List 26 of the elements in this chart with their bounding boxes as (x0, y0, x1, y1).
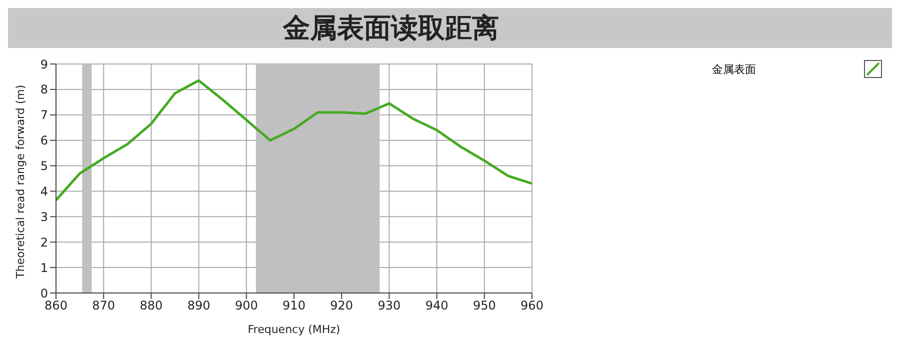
y-tick-label: 8 (40, 82, 48, 97)
y-tick-label: 7 (40, 108, 48, 122)
x-tick-label: 870 (92, 298, 116, 313)
x-tick-label: 860 (44, 298, 68, 313)
x-tick-label: 880 (140, 298, 163, 313)
y-axis-title: Theoretical read range forward (m) (14, 84, 27, 280)
x-tick-label: 930 (378, 298, 401, 313)
y-tick-label: 3 (40, 210, 48, 224)
x-tick-label: 910 (282, 298, 306, 313)
y-tick-label: 9 (40, 57, 48, 72)
y-tick-label: 5 (40, 159, 48, 174)
x-tick-label: 940 (425, 298, 448, 313)
text: 金属表面 (712, 62, 756, 76)
y-tick-label: 2 (40, 235, 48, 250)
x-tick-label: 950 (472, 298, 496, 313)
x-tick-label: 900 (234, 298, 258, 313)
y-tick-label: 1 (40, 260, 48, 275)
y-tick-label: 4 (40, 184, 48, 198)
x-tick-label: 920 (330, 298, 354, 313)
y-tick-label: 6 (40, 134, 48, 148)
x-tick-label: 890 (187, 298, 210, 313)
x-tick-label: 960 (520, 298, 544, 313)
line-series (56, 79, 532, 202)
chart-title: 金属表面读取距离 (8, 8, 892, 48)
y-tick-label: 0 (40, 286, 48, 300)
x-axis-title: Frequency (MHz) (248, 323, 340, 336)
